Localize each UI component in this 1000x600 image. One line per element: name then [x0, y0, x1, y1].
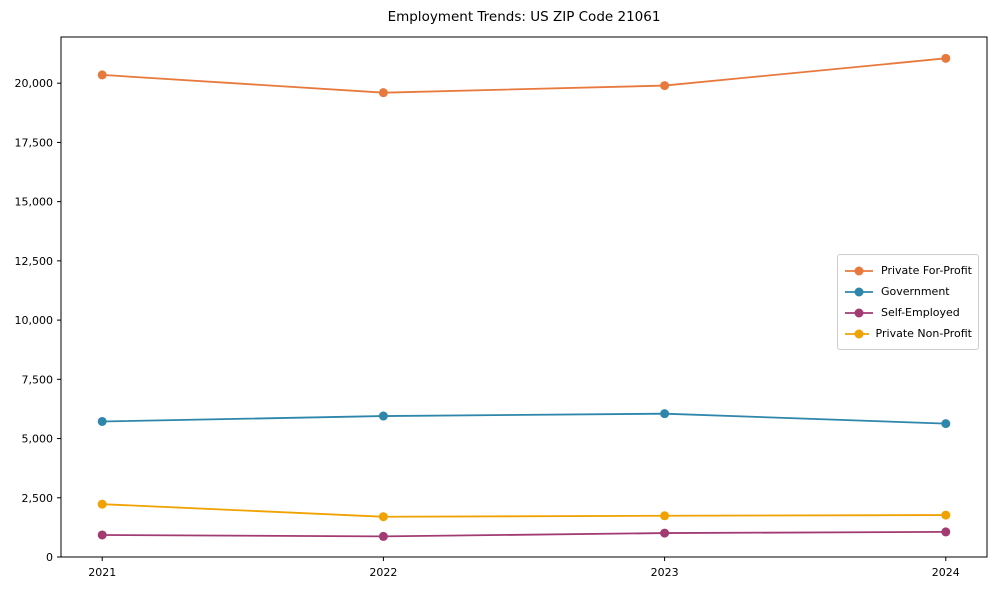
data-point-private-for-profit: [97, 70, 107, 80]
legend-circle-sample: [854, 266, 864, 275]
data-point-government: [941, 419, 951, 429]
legend-circle-sample: [854, 287, 864, 296]
y-tick-label: 20,000: [15, 77, 54, 90]
series-line-self-employed: [102, 530, 946, 538]
y-tick-label: 7,500: [22, 373, 54, 386]
data-point-government: [660, 409, 670, 419]
data-point-private-non-profit: [660, 511, 670, 521]
legend-label: Government: [881, 285, 950, 298]
legend-marker-private-for-profit: [845, 266, 873, 275]
plot-border: [60, 36, 988, 558]
data-point-private-for-profit: [378, 88, 388, 98]
data-point-self-employed: [378, 531, 388, 541]
legend-circle-sample: [854, 329, 864, 338]
series-line-government: [102, 412, 946, 425]
y-tick-label: 10,000: [15, 314, 54, 327]
legend-label: Private For-Profit: [881, 264, 972, 277]
data-point-self-employed: [660, 528, 670, 538]
y-tick-label: 0: [46, 551, 53, 564]
data-point-private-non-profit: [378, 512, 388, 522]
data-point-self-employed: [97, 530, 107, 540]
data-point-private-non-profit: [941, 510, 951, 520]
legend-marker-government: [845, 287, 873, 296]
data-point-government: [378, 411, 388, 421]
y-tick-label: 12,500: [15, 255, 54, 268]
x-tick-label: 2023: [651, 566, 679, 579]
x-tick-label: 2021: [88, 566, 116, 579]
x-tick-label: 2024: [932, 566, 960, 579]
legend-label: Private Non-Profit: [875, 327, 972, 340]
legend-marker-self-employed: [845, 308, 873, 317]
legend-entry-self-employed: Self-Employed: [844, 302, 972, 323]
data-point-self-employed: [941, 527, 951, 537]
legend-circle-sample: [854, 308, 864, 317]
legend: Private For-Profit Government Self-Employe…: [837, 254, 979, 350]
x-tick-label: 2022: [369, 566, 397, 579]
legend-marker-private-non-profit: [845, 329, 869, 338]
y-tick-label: 5,000: [22, 433, 54, 446]
y-tick-label: 17,500: [15, 136, 54, 149]
data-point-private-for-profit: [660, 81, 670, 91]
legend-entry-private-for-profit: Private For-Profit: [844, 260, 972, 281]
series-line-private-non-profit: [102, 503, 946, 518]
legend-entry-government: Government: [844, 281, 972, 302]
data-point-government: [97, 416, 107, 426]
series-line-private-for-profit: [102, 57, 946, 94]
legend-entry-private-non-profit: Private Non-Profit: [844, 323, 972, 344]
data-point-private-for-profit: [941, 53, 951, 63]
legend-label: Self-Employed: [881, 306, 960, 319]
chart-title: Employment Trends: US ZIP Code 21061: [387, 9, 661, 25]
data-point-private-non-profit: [97, 499, 107, 509]
y-tick-label: 15,000: [15, 196, 54, 209]
y-tick-label: 2,500: [22, 492, 54, 505]
